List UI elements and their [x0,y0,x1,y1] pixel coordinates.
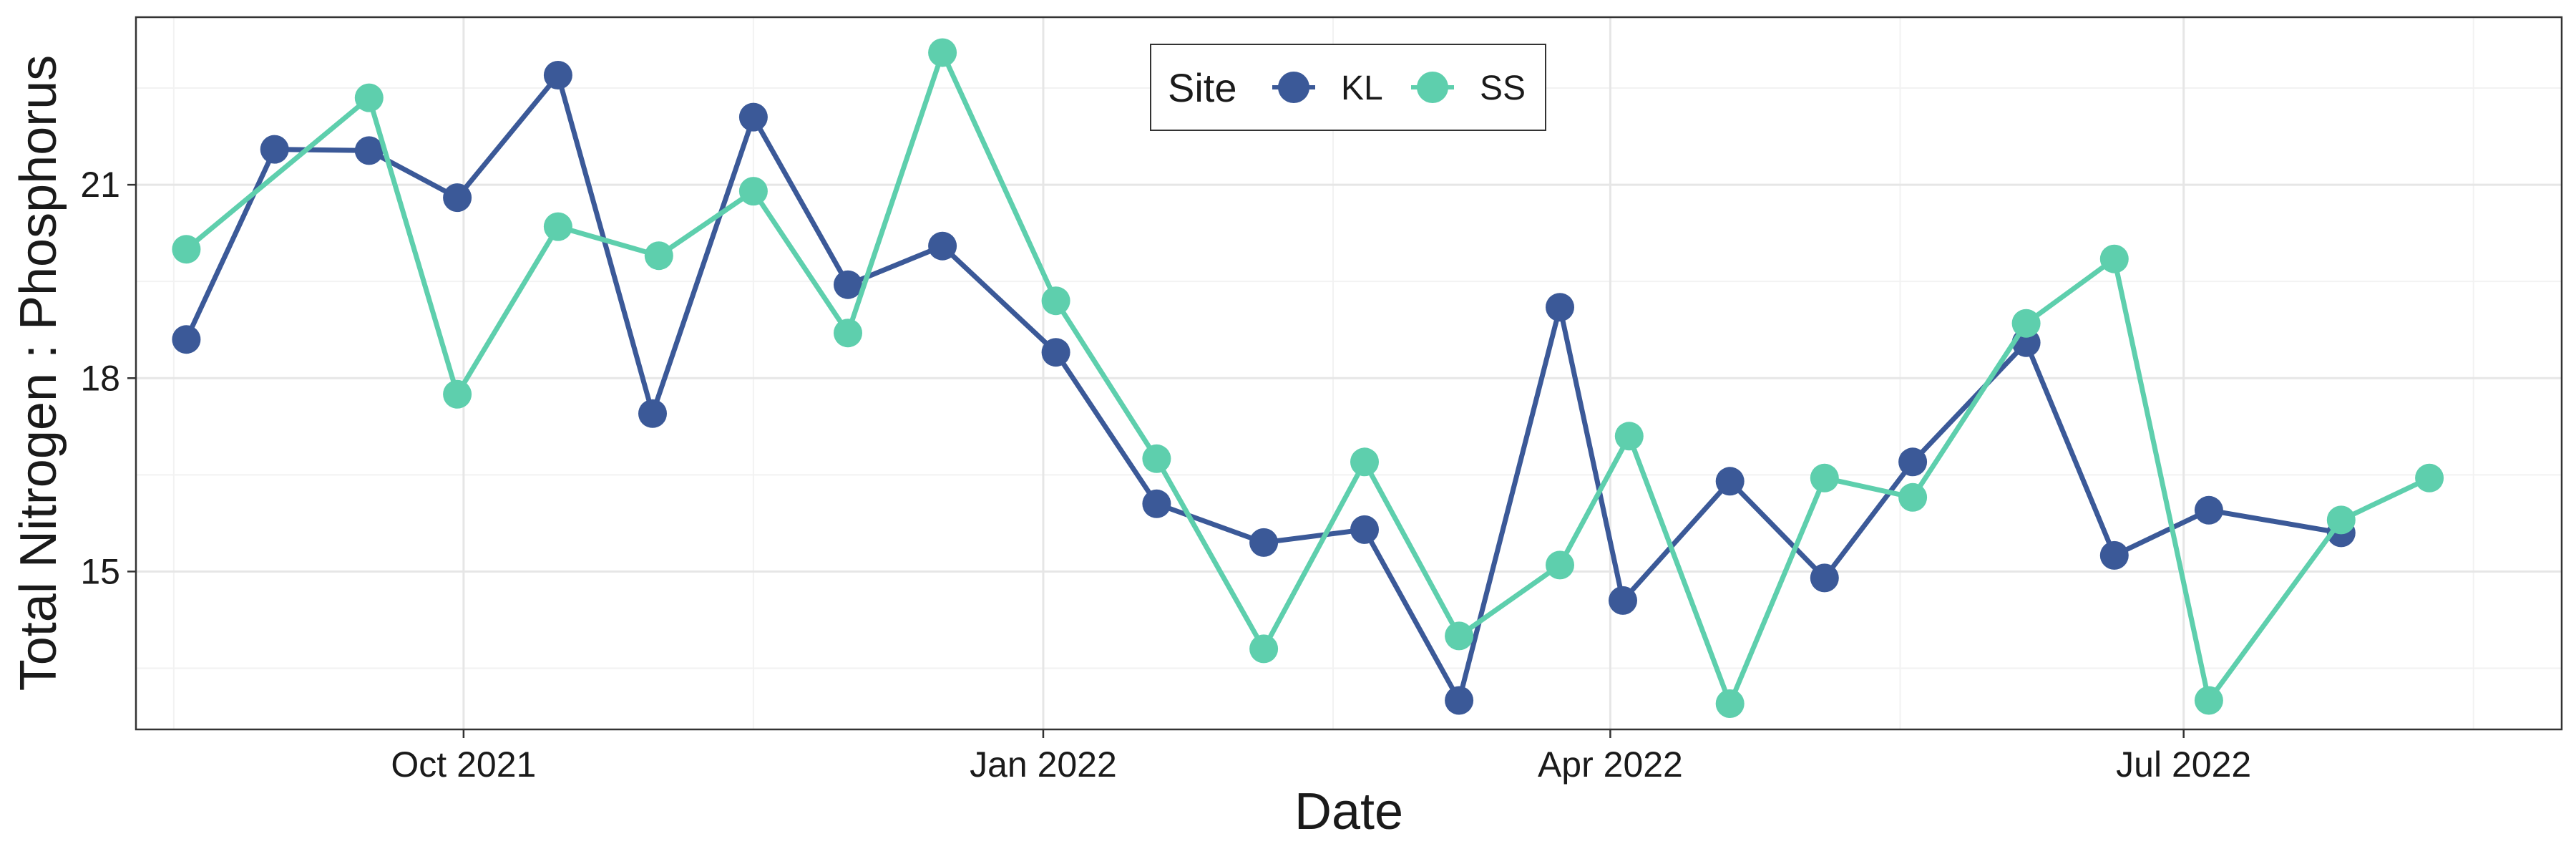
data-point-ss [172,235,201,264]
y-axis-ticks: 15 18 21 [80,165,136,591]
data-point-ss [1249,634,1279,664]
data-point-ss [1614,422,1644,451]
data-point-ss [2415,463,2444,492]
data-point-ss [1445,621,1474,651]
data-point-ss [928,38,957,67]
data-point-kl [1546,293,1574,322]
legend-label-kl: KL [1341,69,1383,107]
data-point-kl [172,325,201,354]
data-point-kl [1609,586,1637,615]
data-point-kl [1898,447,1928,477]
series-ss [172,38,2444,718]
data-point-kl [2099,540,2129,570]
data-point-ss [354,83,384,112]
data-point-kl [2194,495,2223,525]
data-point-ss [2099,244,2129,273]
data-point-kl [928,231,957,261]
data-point-ss [443,379,472,409]
data-point-ss [2326,505,2356,535]
x-tick-label: Jul 2022 [2116,744,2251,785]
series-kl [172,61,2356,715]
data-point-kl [443,183,472,213]
data-point-kl [1249,528,1279,557]
data-point-ss [644,241,673,271]
data-point-ss [1898,482,1928,512]
legend: Site KL SS [1150,44,1546,131]
data-point-ss [1350,447,1379,477]
data-point-ss [2011,309,2041,338]
legend-marker-kl [1278,72,1309,103]
data-point-kl [260,135,289,164]
data-point-kl [738,102,768,132]
data-point-ss [1715,689,1745,718]
plot-panel-border [135,16,2563,731]
data-point-kl [543,61,572,89]
legend-box [1150,44,1546,131]
data-point-kl [1715,467,1745,496]
series-layer [172,38,2444,718]
data-point-ss [2194,686,2223,715]
data-point-ss [834,319,862,348]
minor-gridlines [136,17,2562,729]
legend-entry-ss: SS [1411,69,1526,107]
data-point-ss [1810,463,1839,492]
data-point-kl [1142,489,1171,518]
x-tick-label: Oct 2021 [391,744,536,785]
y-tick-label: 18 [80,358,120,398]
data-point-ss [738,177,768,206]
data-point-ss [543,212,572,241]
y-tick-label: 21 [80,165,120,205]
legend-entry-kl: KL [1272,69,1383,107]
data-point-kl [1445,686,1474,715]
x-axis-title: Date [1294,783,1403,840]
data-point-ss [1041,286,1070,316]
data-point-kl [1350,515,1379,544]
legend-title: Site [1168,65,1237,110]
y-axis-title: Total Nitrogen : Phosphorus [10,55,67,691]
data-point-kl [638,399,667,428]
data-point-kl [834,270,862,299]
data-point-kl [1810,563,1839,593]
x-tick-label: Apr 2022 [1538,744,1683,785]
data-point-ss [1546,550,1574,580]
x-axis-ticks: Oct 2021 Jan 2022 Apr 2022 Jul 2022 [391,729,2251,785]
data-point-kl [354,136,384,165]
legend-marker-ss [1417,72,1448,103]
major-gridlines [136,17,2562,729]
y-tick-label: 15 [80,551,120,591]
x-tick-label: Jan 2022 [970,744,1117,785]
data-point-kl [1041,338,1070,367]
legend-label-ss: SS [1480,69,1526,107]
data-point-ss [1142,444,1171,473]
